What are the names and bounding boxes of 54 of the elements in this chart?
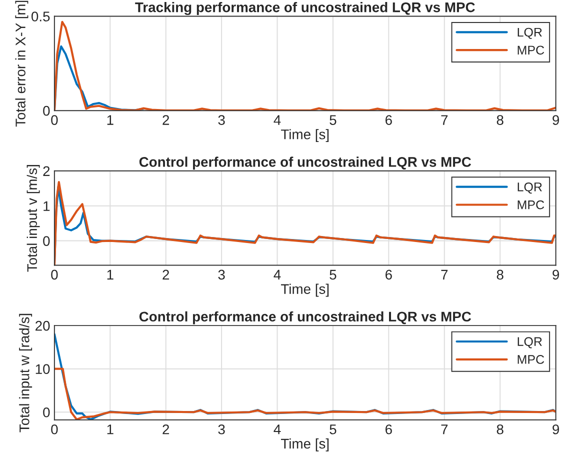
chart-title: Control performance of uncostrained LQR vs MPC (139, 156, 472, 170)
x-tick-label: 8 (496, 270, 504, 280)
legend-label: LQR (518, 337, 542, 348)
x-tick-label: 5 (330, 115, 336, 125)
x-tick-label: 4 (274, 424, 281, 434)
x-tick-label: 4 (274, 115, 281, 125)
x-axis-title: Time [s] (281, 129, 329, 142)
x-tick-label: 9 (552, 270, 560, 280)
x-tick-label: 8 (496, 424, 504, 434)
x-tick-label: 1 (107, 424, 114, 434)
legend-label: MPC (518, 46, 544, 55)
x-tick-label: 5 (330, 270, 336, 280)
x-tick-label: 2 (162, 115, 170, 125)
x-tick-label: 6 (386, 115, 392, 125)
x-tick-label: 3 (218, 115, 225, 125)
chart-title: Control performance of uncostrained LQR vs MPC (139, 311, 472, 324)
y-axis-title: Total input v [m/s] (26, 165, 40, 272)
x-tick-label: 9 (552, 115, 560, 125)
x-tick-label: 8 (496, 115, 504, 125)
x-tick-label: 1 (107, 270, 114, 280)
legend-label: MPC (518, 355, 544, 364)
x-tick-label: 2 (162, 270, 170, 280)
legend-label: LQR (518, 182, 542, 194)
x-axis-title: Time [s] (281, 438, 329, 452)
x-tick-label: 0 (51, 424, 58, 434)
x-axis-title: Time [s] (281, 284, 329, 297)
y-tick-label: 0 (43, 236, 50, 246)
y-tick-label: 0 (43, 106, 50, 116)
x-tick-label: 7 (441, 270, 448, 280)
x-tick-label: 9 (552, 424, 560, 434)
x-tick-label: 2 (162, 424, 170, 434)
x-tick-label: 6 (386, 270, 392, 280)
x-tick-label: 7 (441, 424, 448, 434)
y-axis-title: Total error in X-Y [m] (15, 0, 28, 127)
x-tick-label: 3 (218, 424, 225, 434)
line-series (54, 45, 145, 111)
y-axis-title: Total input w [rad/s] (19, 314, 32, 432)
y-tick-label: 0.5 (32, 12, 50, 22)
y-tick-label: 0 (43, 407, 50, 418)
y-tick-label: 2 (43, 166, 50, 176)
x-tick-label: 5 (330, 424, 336, 434)
y-tick-label: 1 (44, 201, 50, 211)
x-tick-label: 4 (274, 270, 281, 280)
legend-label: LQR (518, 28, 542, 39)
x-tick-label: 7 (441, 115, 448, 125)
legend-label: MPC (518, 200, 544, 210)
x-tick-label: 0 (51, 270, 58, 280)
x-tick-label: 1 (107, 115, 114, 125)
x-tick-label: 0 (51, 115, 58, 125)
x-tick-label: 6 (386, 424, 392, 434)
y-tick-label: 20 (36, 320, 50, 331)
x-tick-label: 3 (218, 270, 225, 280)
y-tick-label: 10 (36, 364, 50, 374)
chart-title: Tracking performance of uncostrained LQR vs MPC (135, 2, 475, 16)
